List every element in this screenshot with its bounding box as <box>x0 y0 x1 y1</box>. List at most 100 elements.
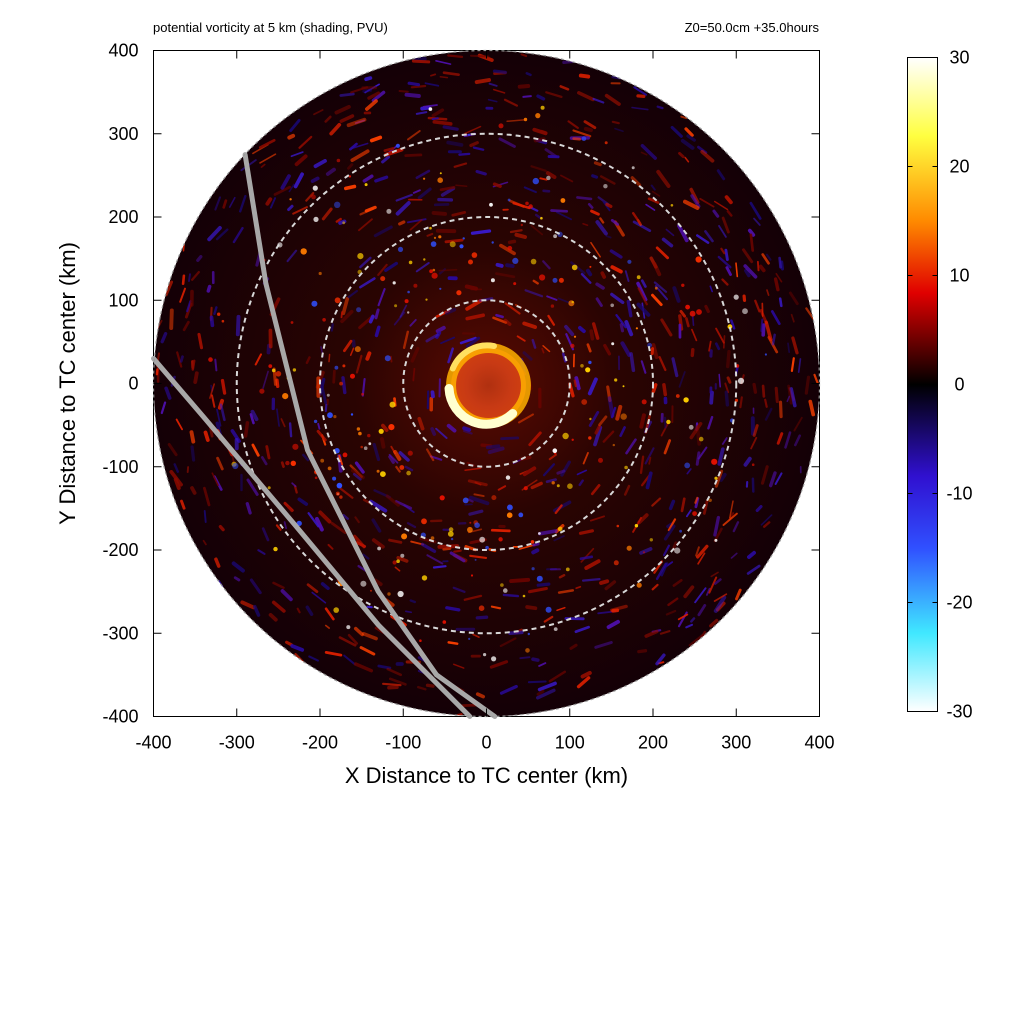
pv-band-fragment <box>423 177 426 180</box>
pv-filament <box>697 446 708 460</box>
pv-filament <box>640 143 657 160</box>
pv-band-fragment <box>530 540 535 544</box>
pv-filament <box>658 356 667 372</box>
pv-band-fragment <box>470 574 474 577</box>
pv-band-fragment <box>430 536 435 540</box>
pv-filament <box>409 599 416 604</box>
pv-filament <box>582 223 589 227</box>
pv-filament <box>245 502 252 515</box>
pv-filament <box>502 593 520 598</box>
pv-band-fragment <box>407 311 410 314</box>
pv-filament <box>665 609 677 616</box>
pv-filament <box>362 553 370 560</box>
pv-filament <box>251 443 260 457</box>
pv-band-fragment <box>546 175 551 181</box>
pv-filament <box>362 174 374 183</box>
pv-filament <box>595 220 608 236</box>
pv-band-fragment <box>439 287 442 290</box>
pv-filament <box>440 336 456 345</box>
pv-filament <box>636 94 646 99</box>
pv-filament <box>755 505 763 513</box>
pv-filament <box>775 272 783 283</box>
pv-band-fragment <box>506 512 513 518</box>
pv-filament <box>492 182 502 188</box>
pv-filament <box>556 211 572 221</box>
pv-filament <box>609 604 628 612</box>
pv-filament <box>695 546 700 557</box>
pv-filament <box>320 385 328 405</box>
pv-filament <box>624 270 630 282</box>
pv-filament <box>184 302 193 319</box>
pv-band-fragment <box>491 495 497 501</box>
pv-band-fragment <box>318 271 322 276</box>
pv-filament <box>691 328 698 342</box>
pv-filament <box>311 591 327 604</box>
pv-filament <box>547 314 556 326</box>
pv-filament <box>531 338 537 349</box>
pv-filament <box>368 314 375 324</box>
pv-filament <box>710 571 719 578</box>
pv-filament <box>713 595 727 613</box>
pv-filament <box>467 498 474 503</box>
pv-filament <box>342 513 349 520</box>
pv-filament <box>742 248 754 264</box>
pv-filament <box>216 408 222 427</box>
pv-filament <box>609 249 623 259</box>
pv-filament <box>721 216 730 234</box>
pv-band-fragment <box>560 198 566 203</box>
pv-band-fragment <box>273 546 278 552</box>
pv-filament <box>679 309 687 318</box>
pv-band-fragment <box>462 237 465 240</box>
pv-band-fragment <box>573 335 577 338</box>
pv-band-fragment <box>332 476 337 481</box>
pv-filament <box>203 510 207 523</box>
pv-filament <box>629 352 636 373</box>
pv-filament <box>354 461 365 474</box>
pv-filament <box>595 297 603 307</box>
pv-filament <box>285 640 293 647</box>
pv-filament <box>396 555 409 563</box>
pv-band-fragment <box>428 107 433 111</box>
pv-filament <box>680 115 688 120</box>
pv-filament <box>473 493 485 498</box>
pv-band-fragment <box>571 438 574 441</box>
pv-filament <box>249 578 262 595</box>
pv-band-fragment <box>570 343 575 348</box>
colorbar-ticks: 30 20 10 0 -10 -20 -30 <box>907 48 973 722</box>
pv-filament <box>358 218 373 232</box>
pv-band-fragment <box>525 201 529 206</box>
pv-filament <box>765 253 772 261</box>
pv-band-fragment <box>388 424 395 431</box>
pv-filament <box>495 272 516 279</box>
pv-filament <box>317 422 321 430</box>
pv-filament <box>678 151 685 159</box>
pv-filament <box>218 524 225 532</box>
pv-band-fragment <box>679 529 682 533</box>
pv-filament <box>498 137 516 148</box>
pv-band-fragment <box>290 321 294 324</box>
pv-band-fragment <box>389 401 396 408</box>
pv-filament <box>663 524 676 541</box>
pv-filament <box>313 109 324 116</box>
pv-filament <box>395 193 413 202</box>
pv-filament <box>422 104 438 108</box>
pv-band-fragment <box>734 398 739 402</box>
pv-filament <box>442 547 452 551</box>
pv-band-fragment <box>507 504 513 511</box>
pv-filament <box>431 117 439 121</box>
pv-filament <box>784 431 792 449</box>
pv-filament <box>202 539 207 546</box>
pv-band-fragment <box>350 413 354 416</box>
pv-filament <box>351 142 369 150</box>
pv-band-fragment <box>397 590 404 598</box>
pv-filament <box>469 554 488 559</box>
pv-band-fragment <box>419 639 422 642</box>
pv-filament <box>432 120 453 126</box>
pv-filament <box>588 410 600 427</box>
pv-band-fragment <box>610 303 614 308</box>
pv-filament <box>432 565 447 569</box>
pv-filament <box>490 605 502 610</box>
pv-band-fragment <box>675 394 680 398</box>
pv-filament <box>623 484 631 496</box>
pv-band-fragment <box>670 204 674 207</box>
